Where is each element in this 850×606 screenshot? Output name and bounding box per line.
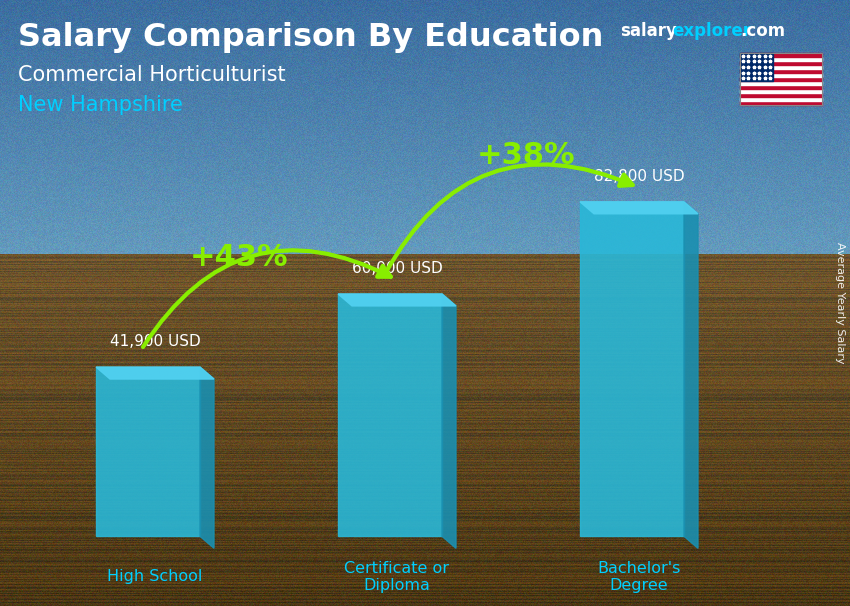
Polygon shape xyxy=(740,69,822,73)
Polygon shape xyxy=(740,97,822,101)
Polygon shape xyxy=(740,61,822,65)
Text: Salary Comparison By Education: Salary Comparison By Education xyxy=(18,22,604,53)
Polygon shape xyxy=(96,367,200,536)
Polygon shape xyxy=(740,81,822,85)
Text: High School: High School xyxy=(107,569,202,584)
Text: New Hampshire: New Hampshire xyxy=(18,95,183,115)
Polygon shape xyxy=(684,202,698,548)
Text: Certificate or
Diploma: Certificate or Diploma xyxy=(344,561,450,593)
Text: 82,800 USD: 82,800 USD xyxy=(593,169,684,184)
Text: 60,000 USD: 60,000 USD xyxy=(352,261,442,276)
Text: Commercial Horticulturist: Commercial Horticulturist xyxy=(18,65,286,85)
Polygon shape xyxy=(740,57,822,61)
Text: Bachelor's
Degree: Bachelor's Degree xyxy=(598,561,681,593)
Polygon shape xyxy=(338,294,442,536)
Polygon shape xyxy=(740,85,822,89)
Text: salary: salary xyxy=(620,22,677,40)
Polygon shape xyxy=(580,202,684,536)
Polygon shape xyxy=(740,53,773,81)
Polygon shape xyxy=(740,93,822,97)
Polygon shape xyxy=(442,294,456,548)
Polygon shape xyxy=(338,294,456,306)
Polygon shape xyxy=(740,53,822,57)
Polygon shape xyxy=(200,367,214,548)
Text: +43%: +43% xyxy=(190,244,288,273)
Text: explorer: explorer xyxy=(672,22,751,40)
Polygon shape xyxy=(96,367,214,379)
Polygon shape xyxy=(740,77,822,81)
Polygon shape xyxy=(740,73,822,77)
Polygon shape xyxy=(740,65,822,69)
Text: Average Yearly Salary: Average Yearly Salary xyxy=(835,242,845,364)
Polygon shape xyxy=(740,101,822,105)
Polygon shape xyxy=(740,89,822,93)
Text: 41,900 USD: 41,900 USD xyxy=(110,334,201,349)
Text: +38%: +38% xyxy=(477,141,575,170)
Text: .com: .com xyxy=(740,22,785,40)
Polygon shape xyxy=(580,202,698,214)
